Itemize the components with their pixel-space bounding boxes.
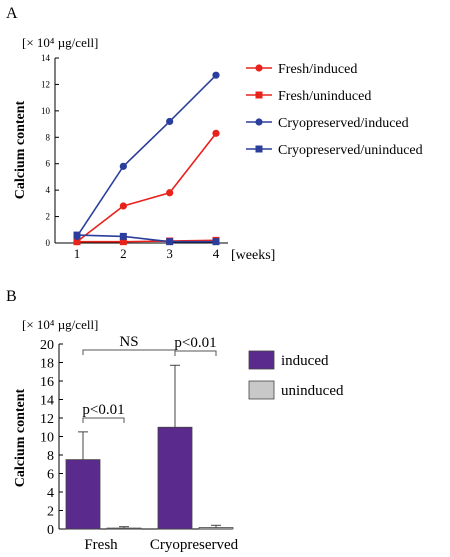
panel-b-letter: B [6,288,17,305]
panel-a-x-tick-label: 1 [74,246,81,261]
panel-a-data-point [166,238,174,246]
panel-b-significance-label: p<0.01 [82,402,124,418]
panel-b-y-tick-label: 12 [40,412,54,427]
panel-a-data-point [119,162,127,170]
panel-a-x-tick-label: 3 [166,246,173,261]
panel-b-y-tick-label: 16 [40,375,54,390]
panel-b-ylabel: Calcium content [13,388,28,487]
panel-a-data-point [166,189,174,197]
panel-a-legend-marker [255,118,263,126]
panel-b-legend-label: induced [281,353,329,369]
panel-b-significance-bracket [174,350,217,356]
panel-a-x-tick-label: 4 [213,246,220,261]
panel-b-bar [157,426,193,530]
panel-b-y-tick-label: 2 [47,505,54,520]
panel-a-y-tick-label: 12 [41,79,50,89]
panel-b-legend-swatch [248,380,275,400]
panel-a-data-point [119,202,127,210]
panel-a-legend-label: Cryopreserved/uninduced [278,143,423,158]
panel-b-plot: 0 2 4 6 8 10 12 14 16 18 20 Fresh Cryopreserved NS p<0… [40,334,344,553]
panel-a-ylabel: Calcium content [13,100,28,199]
panel-b-y-tick-label: 14 [40,394,54,409]
panel-b-y-tick-label: 6 [47,468,54,483]
panel-a-y-tick-label: 2 [46,212,51,222]
panel-a-legend-label: Fresh/uninduced [278,89,371,104]
panel-a-xunit: [weeks] [231,248,275,263]
panel-b-bar [198,527,234,530]
panel-a-legend-label: Fresh/induced [278,62,357,77]
panel-a-data-point [212,238,220,246]
panel-a-series-line [77,239,217,243]
panel-a-y-tick-label: 6 [46,159,51,169]
panel-a-series-line [76,132,217,243]
panel-b-y-tick-label: 18 [40,357,54,372]
panel-a-data-point [212,71,220,79]
panel-b-y-tick-label: 20 [40,338,54,353]
panel-b-legend-swatch [248,350,275,370]
panel-b-significance-bracket [82,417,125,423]
panel-b-y-tick-label: 4 [47,486,54,501]
panel-a-y-tick-label: 14 [41,53,51,63]
panel-a-series-line [76,74,217,237]
panel-a-data-point [119,232,127,240]
panel-a-y-tick-label: 0 [46,238,51,248]
panel-b-significance-bracket [82,349,176,355]
panel-a-legend-label: Cryopreserved/induced [278,116,409,131]
panel-a-data-point [73,231,81,239]
panel-a-data-point [212,129,220,137]
panel-b-y-tick-label: 0 [47,523,54,538]
panel-a-data-point [166,117,174,126]
panel-b-unit-label: [× 10⁴ µg/cell] [22,317,98,332]
panel-b-bar [65,459,101,530]
panel-a-x-tick-label: 2 [120,246,127,261]
panel-b-category-label: Cryopreserved [150,537,239,553]
panel-b-significance-label: NS [119,334,138,350]
panel-b-category-label: Fresh [84,537,118,553]
panel-a-y-tick-label: 8 [46,132,51,142]
panel-a-legend-marker [255,145,263,153]
panel-b-y-tick-label: 8 [47,449,54,464]
panel-a-data-point [119,238,127,246]
panel-a-legend-marker [255,91,263,99]
panel-b-legend-label: uninduced [281,383,344,399]
panel-a-data-point [73,238,81,246]
panel-b-significance-label: p<0.01 [174,335,216,351]
panel-a-unit-label: [× 10⁴ µg/cell] [22,35,98,50]
panel-b-y-tick-label: 10 [40,431,54,446]
panel-a-series-line [76,234,216,243]
panel-a-y-tick-label: 4 [46,185,51,195]
panel-a-y-tick-label: 10 [41,106,51,116]
panel-a-letter: A [6,5,18,22]
panel-b-bar [106,527,142,530]
panel-a-legend-marker [255,64,263,72]
